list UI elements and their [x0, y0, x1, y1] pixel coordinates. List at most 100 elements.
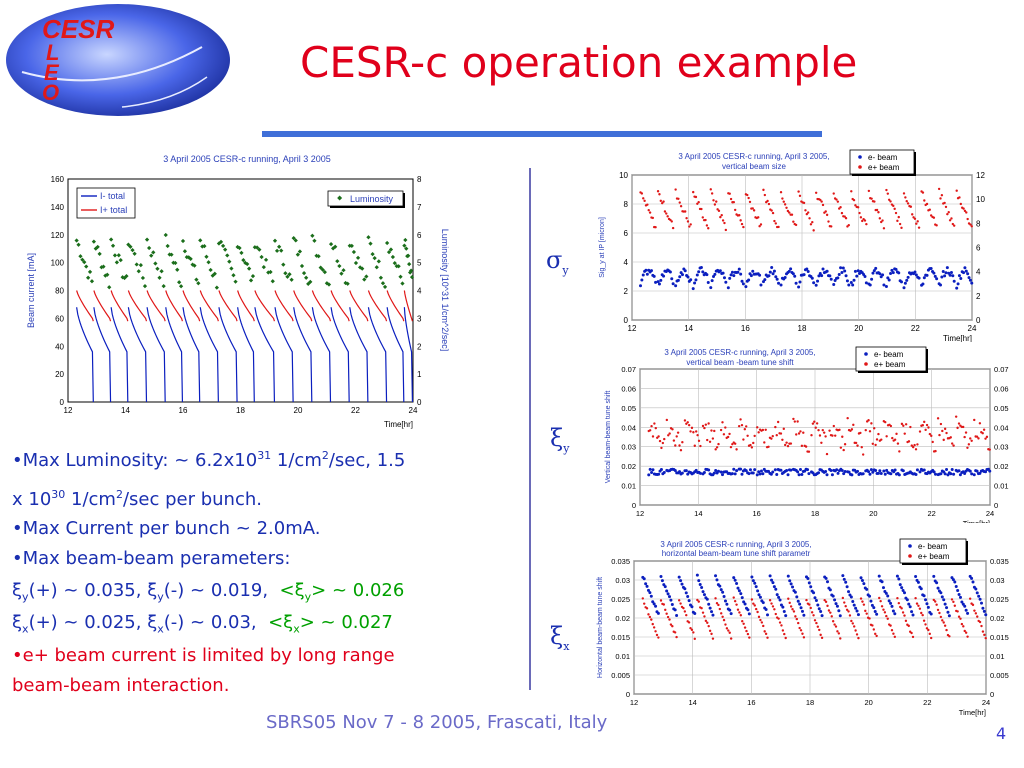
e-beam-point	[797, 473, 801, 477]
e-plus-beam-point	[820, 200, 823, 203]
e-plus-beam-point	[732, 200, 736, 204]
x-axis-label: Time[hr]	[943, 334, 972, 342]
e-plus-beam-point	[981, 630, 985, 633]
e-beam-point	[875, 612, 879, 616]
slide-title: CESR-c operation example	[300, 38, 858, 87]
e-beam-point	[806, 577, 810, 581]
e-plus-beam-point	[875, 208, 879, 212]
e-plus-beam-point	[813, 420, 816, 423]
luminosity-point	[109, 237, 114, 242]
e-plus-beam-point	[910, 444, 913, 447]
e-plus-beam-point	[800, 444, 804, 448]
e-plus-beam-point	[878, 596, 881, 600]
luminosity-point	[95, 244, 100, 250]
b5-sub2: y	[157, 590, 164, 604]
x-tick-label: 14	[121, 406, 130, 415]
e-plus-beam-point	[881, 219, 884, 222]
e-beam-point	[768, 574, 772, 578]
e-beam-point	[949, 270, 953, 274]
e-beam-point	[657, 282, 661, 286]
e-plus-beam-point	[942, 438, 945, 442]
sigma-sub: y	[562, 263, 569, 277]
e-beam-point	[645, 272, 649, 276]
e-plus-beam-point	[710, 632, 713, 636]
e-beam-point	[873, 609, 877, 613]
e-beam-point	[924, 598, 928, 602]
y2-tick-label: 0.03	[990, 576, 1005, 585]
e-plus-beam-point	[652, 626, 656, 629]
legend-marker	[864, 362, 868, 366]
series-line-i-minus-total	[76, 307, 414, 403]
e-plus-beam-point	[660, 446, 663, 450]
e-beam-point	[954, 584, 958, 588]
y2-tick-label: 0.05	[994, 404, 1009, 413]
e-beam-point	[825, 269, 829, 273]
e-plus-beam-point	[752, 602, 755, 605]
e-plus-beam-point	[873, 200, 876, 203]
e-plus-beam-point	[683, 610, 687, 613]
e-beam-point	[651, 600, 655, 604]
x-tick-label: 24	[982, 698, 990, 707]
y2-tick-label: 8	[976, 219, 981, 228]
e-beam-point	[962, 271, 966, 275]
y-axis-label: Vertical beam-beam tune shift	[605, 391, 612, 484]
legend-marker	[858, 155, 862, 159]
e-plus-beam-point	[861, 600, 864, 603]
e-beam-point	[747, 472, 751, 476]
e-plus-beam-point	[781, 438, 784, 441]
b1-sup2: 2	[321, 449, 329, 462]
e-beam-point	[800, 609, 804, 613]
e-plus-beam-point	[874, 632, 877, 636]
e-plus-beam-point	[909, 425, 912, 429]
e-beam-point	[657, 472, 661, 476]
e-plus-beam-point	[681, 441, 684, 444]
e-plus-beam-point	[687, 621, 691, 624]
e-plus-beam-point	[827, 220, 830, 223]
legend-marker	[908, 544, 912, 548]
e-beam-point	[847, 590, 851, 594]
e-beam-point	[860, 578, 864, 582]
luminosity-point	[136, 269, 141, 274]
e-plus-beam-point	[720, 213, 723, 217]
e-plus-beam-point	[793, 420, 797, 423]
e-plus-beam-point	[871, 624, 874, 627]
y-tick-label: 10	[619, 171, 628, 180]
e-plus-beam-point	[886, 192, 890, 195]
e-beam-point	[890, 604, 894, 608]
e-beam-point	[710, 610, 714, 614]
e-plus-beam-point	[821, 428, 824, 432]
e-plus-beam-point	[751, 207, 754, 210]
e-plus-beam-point	[650, 424, 653, 428]
e-plus-beam-point	[863, 219, 867, 222]
e-beam-point	[981, 606, 985, 610]
e-plus-beam-point	[942, 621, 945, 624]
e-beam-point	[757, 470, 761, 474]
e-plus-beam-point	[756, 610, 759, 614]
e-beam-point	[829, 277, 833, 281]
e-beam-point	[751, 269, 755, 273]
e-plus-beam-point	[940, 194, 944, 197]
logo-swoosh-2	[121, 76, 208, 108]
e-plus-beam-point	[678, 444, 681, 447]
e-plus-beam-point	[736, 608, 740, 611]
e-beam-point	[775, 472, 779, 476]
e-plus-beam-point	[854, 629, 857, 632]
e-beam-point	[714, 574, 718, 578]
e-beam-point	[806, 270, 810, 274]
page-number: 4	[996, 724, 1007, 743]
e-beam-point	[678, 470, 682, 474]
series-line-i-plus-total	[76, 290, 413, 322]
e-plus-beam-point	[686, 220, 690, 223]
e-plus-beam-point	[848, 614, 852, 617]
e-beam-point	[789, 468, 793, 472]
e-plus-beam-point	[733, 442, 737, 445]
e-plus-beam-point	[711, 437, 715, 440]
bullet-xi-x: ξx(+) ~ 0.025, ξx(-) ~ 0.03, <ξx> ~ 0.02…	[12, 612, 393, 636]
e-plus-beam-point	[654, 630, 657, 633]
e-plus-beam-point	[758, 225, 761, 228]
e-plus-beam-point	[672, 439, 676, 442]
luminosity-point	[297, 249, 303, 254]
e-plus-beam-point	[780, 624, 783, 627]
y-tick-label: 6	[624, 229, 629, 238]
legend-box-current	[76, 187, 136, 219]
